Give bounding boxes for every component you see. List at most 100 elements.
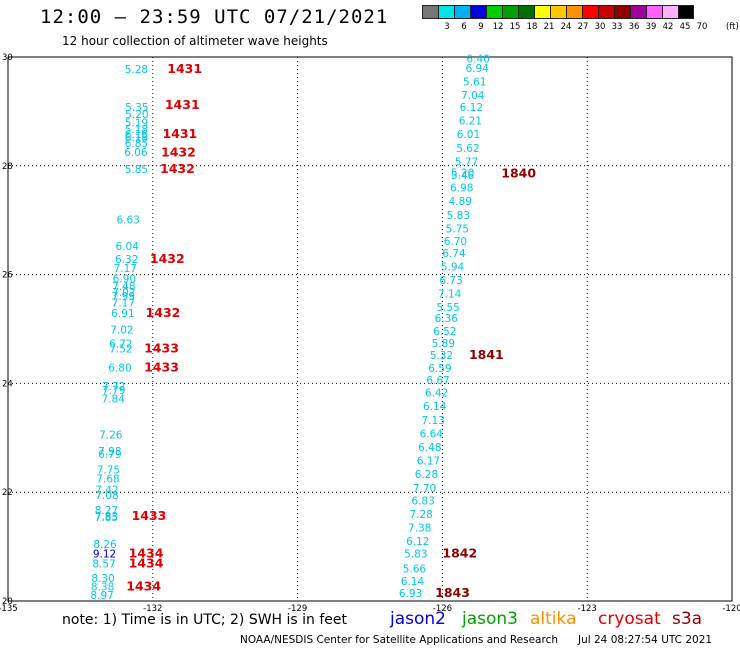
- swh-label: 6.17: [417, 456, 440, 468]
- swh-label: 6.28: [415, 469, 438, 481]
- swh-label: 5.83: [404, 549, 427, 561]
- swh-label: 6.12: [406, 536, 429, 548]
- colorbar-label: 39: [645, 22, 657, 32]
- time-label: 1432: [160, 161, 195, 176]
- colorbar-swatch: [454, 5, 470, 19]
- swh-label: 5.77: [455, 156, 478, 168]
- legend-jason2: jason2: [390, 609, 446, 629]
- colorbar-label: 18: [526, 22, 538, 32]
- colorbar-label: 15: [509, 22, 521, 32]
- swh-label: 7.17: [114, 263, 137, 275]
- colorbar-label: 33: [611, 22, 623, 32]
- x-tick-label: -132: [143, 604, 162, 614]
- swh-label: 6.80: [108, 363, 131, 375]
- swh-label: 6.90: [113, 273, 136, 285]
- colorbar-label: 27: [577, 22, 589, 32]
- swh-label: 8.97: [90, 590, 113, 602]
- colorbar-swatch: [518, 5, 534, 19]
- time-label: 1843: [435, 585, 470, 600]
- colorbar-swatch: [678, 5, 694, 19]
- colorbar: [422, 5, 694, 19]
- swh-label: 6.48: [418, 442, 441, 454]
- colorbar-swatch: [630, 5, 646, 19]
- swh-label: 5.46: [451, 170, 475, 182]
- swh-label: 5.20: [451, 167, 474, 179]
- time-label: 1431: [162, 126, 197, 141]
- colorbar-label: 24: [560, 22, 572, 32]
- swh-label: 7.13: [422, 415, 445, 427]
- swh-label: 6.70: [444, 236, 467, 248]
- colorbar-swatch: [550, 5, 566, 19]
- swh-label: 7.84: [102, 394, 126, 406]
- colorbar-label: 36: [628, 22, 640, 32]
- swh-label: 5.28: [125, 64, 148, 76]
- credit-text: NOAA/NESDIS Center for Satellite Applica…: [240, 634, 558, 646]
- swh-label: 7.17: [112, 297, 135, 309]
- swh-label: 5.20: [125, 109, 148, 121]
- swh-label: 5.89: [432, 338, 455, 350]
- colorbar-swatch: [502, 5, 518, 19]
- map-title: 12:00 – 23:59 UTC 07/21/2021: [40, 6, 389, 28]
- time-label: 1432: [150, 251, 185, 266]
- colorbar-label: 12: [492, 22, 504, 32]
- swh-label: 6.52: [433, 326, 456, 338]
- swh-label: 6.98: [450, 183, 473, 195]
- swh-label: 5.75: [446, 223, 469, 235]
- time-label: 1432: [161, 145, 196, 160]
- swh-label: 7.26: [99, 430, 123, 442]
- swh-label: 6.42: [425, 388, 448, 400]
- colorbar-label: 30: [594, 22, 606, 32]
- colorbar-swatch: [470, 5, 486, 19]
- colorbar-swatch: [534, 5, 550, 19]
- colorbar-label: 42: [662, 22, 674, 32]
- colorbar-labels: (ft) 3 6 9 12 15 18 21 24 27 30 33 36 39 42 45 70: [422, 22, 739, 34]
- swh-label: 5.55: [436, 302, 459, 314]
- colorbar-swatch: [662, 5, 678, 19]
- time-label: 1841: [469, 347, 504, 362]
- time-label: 1431: [165, 97, 200, 112]
- swh-label: 7.14: [438, 289, 462, 301]
- swh-label: 8.57: [92, 558, 115, 570]
- swh-label: 6.16: [125, 133, 149, 145]
- swh-label: 5.94: [441, 261, 465, 273]
- swh-label: 6.72: [109, 339, 132, 351]
- swh-label: 6.06: [124, 147, 148, 159]
- swh-label: 6.36: [435, 313, 459, 325]
- colorbar-swatch: [566, 5, 582, 19]
- swh-label: 6.74: [442, 248, 466, 260]
- swh-label: 6.16: [125, 129, 149, 141]
- time-label: 1432: [146, 305, 181, 320]
- time-label: 1840: [501, 165, 536, 180]
- swh-label: 5.19: [125, 117, 148, 129]
- colorbar-label: 45: [679, 22, 691, 32]
- y-tick-label: 22: [2, 488, 13, 498]
- swh-label: 7.72: [102, 381, 125, 393]
- time-label: 1434: [129, 555, 164, 570]
- swh-label: 7.79: [102, 385, 125, 397]
- y-tick-label: 26: [2, 271, 13, 281]
- colorbar-unit: (ft): [726, 22, 739, 32]
- swh-label: 7.83: [95, 511, 118, 523]
- swh-label: 6.04: [116, 241, 140, 253]
- swh-label: 6.85: [125, 138, 148, 150]
- colorbar-label: 70: [696, 22, 708, 32]
- y-tick-label: 20: [2, 597, 13, 607]
- swh-label: 6.73: [439, 275, 462, 287]
- swh-label: 6.63: [116, 215, 139, 227]
- swh-label: 6.12: [460, 102, 483, 114]
- swh-label: 7.02: [112, 287, 135, 299]
- swh-label: 7.04: [461, 90, 485, 102]
- time-label: 1842: [442, 546, 477, 561]
- swh-label: 4.89: [449, 196, 472, 208]
- swh-label: 6.59: [428, 363, 451, 375]
- swh-label: 7.42: [95, 484, 118, 496]
- colorbar-label: 9: [478, 22, 484, 32]
- legend-cryosat: cryosat: [598, 609, 661, 629]
- colorbar-swatch: [582, 5, 598, 19]
- generated-date: Jul 24 08:27:54 UTC 2021: [578, 634, 713, 646]
- time-label: 1434: [129, 546, 164, 561]
- swh-label: 7.85: [95, 512, 118, 524]
- colorbar-label: 3: [444, 22, 450, 32]
- swh-label: 6.79: [98, 449, 121, 461]
- swh-label: 5.66: [403, 563, 427, 575]
